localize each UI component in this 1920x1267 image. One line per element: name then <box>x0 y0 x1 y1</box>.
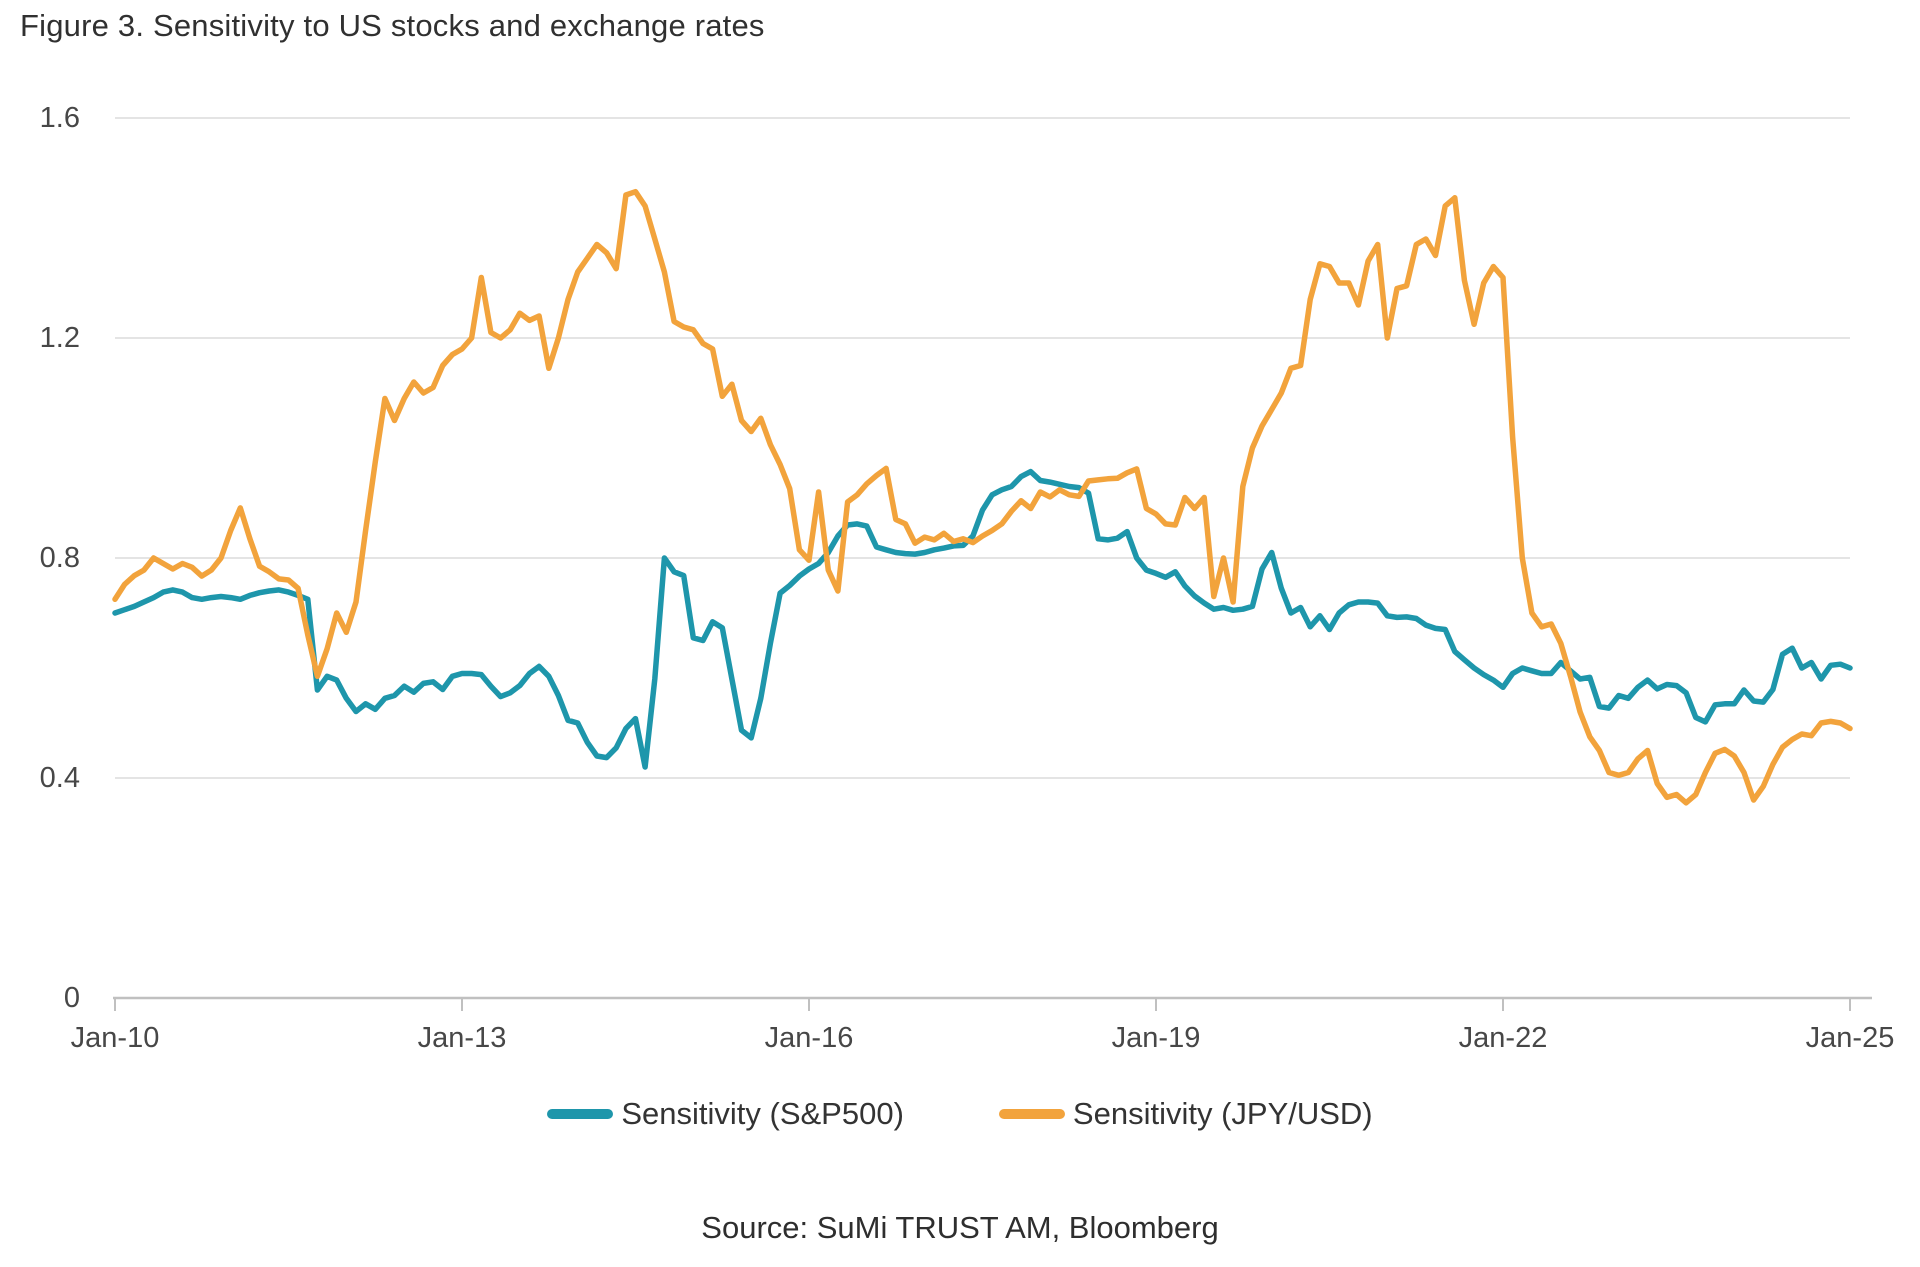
jpyusd-line-swatch <box>998 1109 1065 1119</box>
legend-label-jpyusd: Sensitivity (JPY/USD) <box>1072 1096 1373 1131</box>
figure-title: Figure 3. Sensitivity to US stocks and e… <box>20 8 765 43</box>
x-tick-label: Jan-16 <box>764 1022 854 1054</box>
source-note: Source: SuMi TRUST AM, Bloomberg <box>701 1210 1219 1245</box>
x-tick-label: Jan-13 <box>417 1022 507 1054</box>
series-line-sp500 <box>112 468 1853 770</box>
x-tick-label: Jan-22 <box>1458 1022 1548 1054</box>
x-tick-label: Jan-10 <box>70 1022 160 1054</box>
legend-item-jpyusd: Sensitivity (JPY/USD) <box>998 1096 1373 1132</box>
chart-legend: Sensitivity (S&P500) Sensitivity (JPY/US… <box>0 1096 1920 1132</box>
y-tick-label: 0.8 <box>39 542 80 574</box>
y-tick-label: 0.4 <box>39 762 80 794</box>
legend-label-sp500: Sensitivity (S&P500) <box>621 1096 904 1131</box>
line-chart <box>112 117 1872 1011</box>
x-tick-label: Jan-25 <box>1805 1022 1895 1054</box>
x-tick-label: Jan-19 <box>1111 1022 1201 1054</box>
legend-item-sp500: Sensitivity (S&P500) <box>547 1096 904 1132</box>
sp500-line-swatch <box>547 1109 614 1119</box>
y-tick-label: 0 <box>63 982 80 1014</box>
series-line-jpyusd <box>112 188 1853 806</box>
y-tick-label: 1.2 <box>39 322 80 354</box>
y-tick-label: 1.6 <box>39 102 80 134</box>
